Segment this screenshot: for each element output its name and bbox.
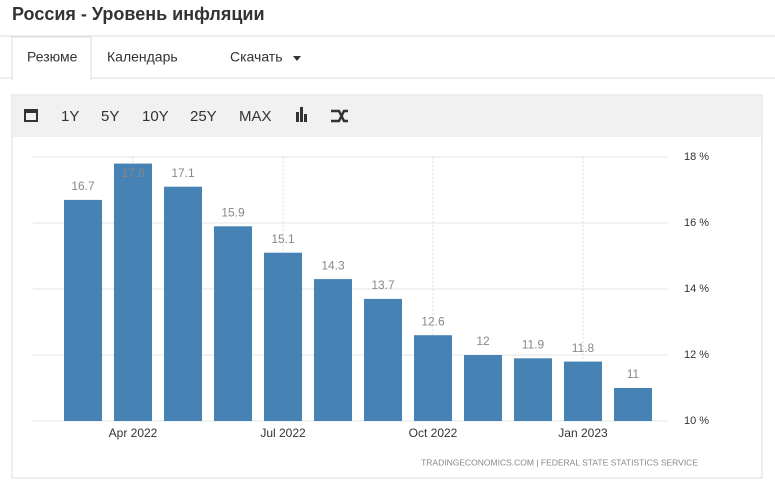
tab[interactable]: Скачать xyxy=(230,49,283,65)
calendar-icon[interactable] xyxy=(24,109,38,122)
value-label: 17.8 xyxy=(121,166,145,180)
bar xyxy=(314,279,352,421)
range-button[interactable]: 5Y xyxy=(101,108,119,125)
bar-chart-icon[interactable] xyxy=(296,107,307,122)
range-button[interactable]: 25Y xyxy=(190,108,217,125)
y-tick-label: 18 % xyxy=(684,151,709,163)
toolbar xyxy=(13,96,761,137)
bar xyxy=(464,355,502,421)
value-label: 11.8 xyxy=(572,341,595,355)
bar xyxy=(214,226,252,421)
active-tab[interactable] xyxy=(11,36,92,80)
x-tick-label: Apr 2022 xyxy=(109,426,158,440)
value-label: 11.9 xyxy=(522,337,545,351)
range-button[interactable]: MAX xyxy=(239,108,272,125)
y-tick-label: 16 % xyxy=(684,217,709,229)
x-tick-label: Jul 2022 xyxy=(260,426,306,440)
page-title: Россия - Уровень инфляции xyxy=(12,4,265,24)
bar xyxy=(264,252,302,421)
tab[interactable]: Резюме xyxy=(27,49,78,65)
tab[interactable]: Календарь xyxy=(107,49,178,65)
shuffle-icon[interactable] xyxy=(331,109,348,123)
range-button[interactable]: 10Y xyxy=(142,108,169,125)
tab-gap xyxy=(13,76,90,80)
caret xyxy=(293,56,301,61)
y-tick-label: 10 % xyxy=(684,415,709,427)
value-label: 13.7 xyxy=(371,278,395,292)
source: TRADINGECONOMICS.COM | FEDERAL STATE STA… xyxy=(421,457,698,467)
bar xyxy=(514,358,552,421)
y-tick-label: 14 % xyxy=(684,283,709,295)
bar xyxy=(364,298,402,421)
range-button[interactable]: 1Y xyxy=(61,108,79,125)
value-label: 14.3 xyxy=(321,258,345,272)
bar xyxy=(564,361,602,421)
value-label: 16.7 xyxy=(71,179,95,193)
value-label: 17.1 xyxy=(171,166,195,180)
y-tick-label: 12 % xyxy=(684,349,709,361)
value-label: 15.9 xyxy=(221,205,245,219)
x-tick-label: Oct 2022 xyxy=(409,426,458,440)
value-label: 15.1 xyxy=(271,232,295,246)
bar xyxy=(414,335,452,421)
value-label: 12 xyxy=(476,334,490,348)
value-label: 12.6 xyxy=(421,314,445,328)
x-tick-label: Jan 2023 xyxy=(558,426,608,440)
bar xyxy=(164,186,202,421)
bar xyxy=(614,388,652,421)
bar xyxy=(64,199,102,421)
bar xyxy=(114,163,152,421)
value-label: 11 xyxy=(627,367,640,381)
